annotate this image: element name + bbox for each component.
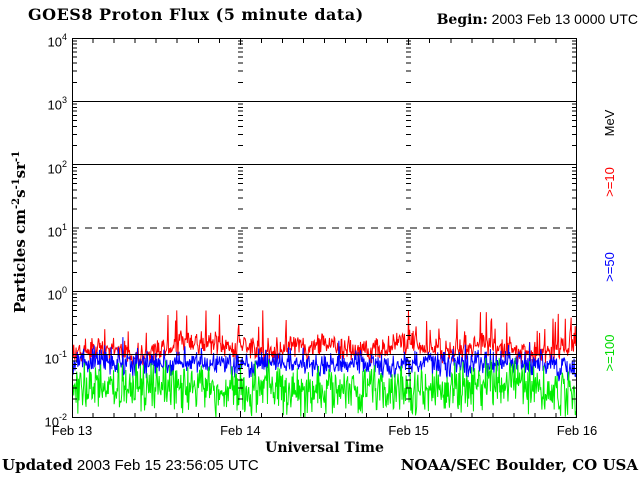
y-tick-label-1e-2: 10-2 [44, 412, 67, 430]
x-tick-label-feb-14: Feb 14 [220, 423, 261, 438]
x-tick-label-feb-16: Feb 16 [556, 423, 598, 438]
legend-label-ge-50: >=50 [602, 252, 617, 282]
legend-label-ge-100: >=100 [602, 334, 617, 372]
y-tick-label-1e4: 104 [47, 32, 67, 50]
legend-label-ge-10: >=10 [602, 167, 617, 197]
updated-value: 2003 Feb 15 23:56:05 UTC [72, 457, 259, 474]
updated-label: Updated [2, 456, 73, 474]
v-gridline-day-1 [237, 40, 243, 400]
updated-timestamp: Updated 2003 Feb 15 23:56:05 UTC [2, 456, 259, 474]
v-gridline-day-2 [406, 40, 412, 400]
y-tick-label-1e2: 102 [47, 158, 67, 176]
plot-border [72, 38, 577, 418]
x-axis-title: Universal Time [265, 440, 384, 456]
plot-area [72, 38, 577, 418]
chart-title: GOES8 Proton Flux (5 minute data) [28, 5, 364, 24]
x-tick-label-feb-15: Feb 15 [388, 423, 429, 438]
unit-label-mev: MeV [602, 109, 617, 137]
y-tick-label-1e0: 100 [47, 285, 67, 303]
y-tick-label-1e3: 103 [47, 95, 67, 113]
begin-label: Begin: [436, 12, 488, 28]
y-tick-label-1e1: 101 [47, 222, 67, 240]
y-tick-label-1e-1: 10-1 [44, 348, 67, 366]
x-tick-label-feb-13: Feb 13 [51, 423, 93, 438]
series-line-ge-100 [72, 357, 577, 418]
begin-timestamp: Begin: 2003 Feb 13 0000 UTC [437, 11, 638, 28]
begin-value: 2003 Feb 13 0000 UTC [487, 11, 638, 27]
source-attribution: NOAA/SEC Boulder, CO USA [400, 456, 638, 474]
